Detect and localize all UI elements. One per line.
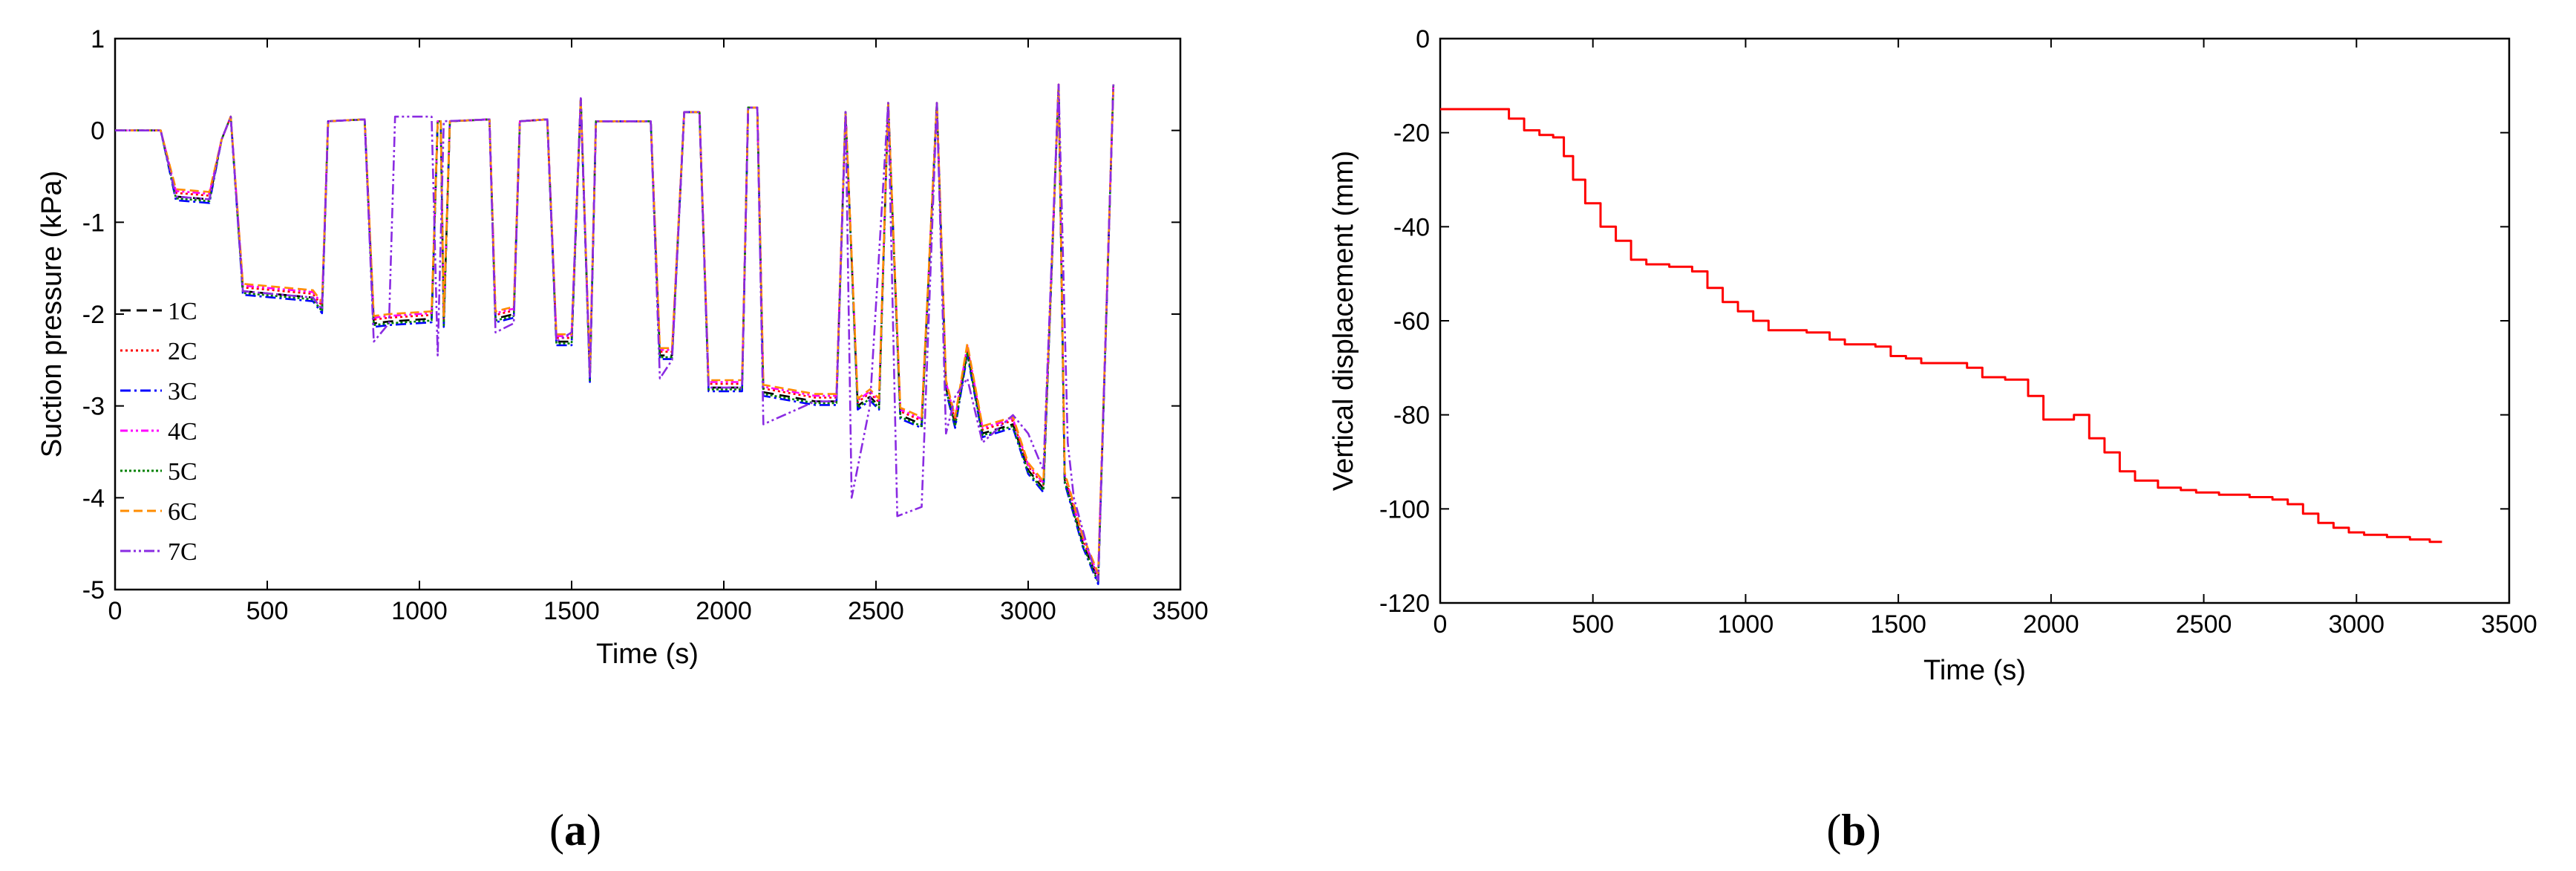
series-line-7C <box>115 83 1115 581</box>
series-line-3C <box>115 83 1115 585</box>
chart-a-xtick-label: 1500 <box>543 597 600 625</box>
chart-b-xlabel: Time (s) <box>1923 655 2026 686</box>
caption-b: (b) <box>1826 806 1880 855</box>
chart-a-xtick-label: 500 <box>246 597 289 625</box>
series-line-5C <box>115 83 1115 584</box>
legend-label-6C: 6C <box>168 498 197 526</box>
chart-a-xtick-label: 2500 <box>848 597 904 625</box>
chart-b-ytick-label: 0 <box>1416 25 1430 53</box>
chart-a-xtick-label: 3000 <box>1000 597 1056 625</box>
chart-a-ytick-label: -1 <box>82 209 105 237</box>
chart-a-series <box>115 83 1115 585</box>
legend-label-2C: 2C <box>168 338 197 365</box>
chart-a-xlabel: Time (s) <box>596 639 699 670</box>
chart-b-xtick-label: 2500 <box>2176 610 2232 639</box>
chart-a-ytick-label: 1 <box>91 25 105 53</box>
chart-b-axes: 0 500 1000 1500 2000 2500 3000 3500 0 -20 -40 -60 -8… <box>1379 25 2537 639</box>
series-line-displacement <box>1440 108 2442 544</box>
legend-label-7C: 7C <box>168 538 197 566</box>
series-line-1C <box>115 83 1115 581</box>
chart-b-ytick-label: -100 <box>1379 495 1430 523</box>
chart-b-ytick-label: -60 <box>1393 307 1430 336</box>
legend-label-1C: 1C <box>168 298 197 325</box>
legend-label-5C: 5C <box>168 458 197 486</box>
chart-b-ylabel: Vertical displacement (mm) <box>1328 151 1359 491</box>
chart-a-xtick-label: 2000 <box>696 597 752 625</box>
series-line-4C <box>115 83 1115 576</box>
chart-b: 0 500 1000 1500 2000 2500 3000 3500 0 -20 -40 -60 -8… <box>1328 25 2537 686</box>
caption-a: (a) <box>549 806 601 855</box>
chart-a-legend: 1C 2C 3C 4C 5C 6C 7C <box>120 298 197 566</box>
chart-a-ylabel: Suction pressure (kPa) <box>36 171 68 458</box>
chart-a-xtick-label: 0 <box>108 597 122 625</box>
chart-b-xtick-label: 1000 <box>1718 610 1774 639</box>
chart-a-xtick-label: 1000 <box>391 597 448 625</box>
chart-a-axes: 0 500 1000 1500 2000 2500 3000 3500 1 0 -1 -2 -3 -4 -5 <box>82 25 1209 625</box>
chart-a-ytick-label: -3 <box>82 393 105 421</box>
chart-a-ytick-label: 0 <box>91 117 105 146</box>
chart-a-ytick-label: -2 <box>82 301 105 329</box>
chart-b-xtick-label: 1500 <box>1870 610 1926 639</box>
chart-b-xtick-label: 2000 <box>2023 610 2079 639</box>
chart-b-ytick-label: -120 <box>1379 590 1430 618</box>
chart-b-ytick-label: -40 <box>1393 213 1430 241</box>
chart-b-xtick-label: 3000 <box>2328 610 2384 639</box>
series-line-2C <box>115 83 1115 578</box>
legend-label-3C: 3C <box>168 378 197 405</box>
chart-b-series <box>1440 108 2442 544</box>
chart-b-xtick-label: 0 <box>1434 610 1448 639</box>
chart-a-xtick-label: 3500 <box>1152 597 1209 625</box>
chart-a-ytick-label: -5 <box>82 576 105 604</box>
chart-b-xtick-label: 500 <box>1572 610 1614 639</box>
chart-b-ytick-label: -80 <box>1393 402 1430 430</box>
chart-b-xtick-label: 3500 <box>2481 610 2537 639</box>
chart-a: 0 500 1000 1500 2000 2500 3000 3500 1 0 -1 -2 -3 -4 -5… <box>36 25 1209 670</box>
chart-b-ytick-label: -20 <box>1393 120 1430 148</box>
chart-b-plot-frame <box>1439 37 2511 604</box>
series-line-6C <box>115 83 1115 575</box>
legend-label-4C: 4C <box>168 418 197 446</box>
chart-a-ytick-label: -4 <box>82 484 105 512</box>
